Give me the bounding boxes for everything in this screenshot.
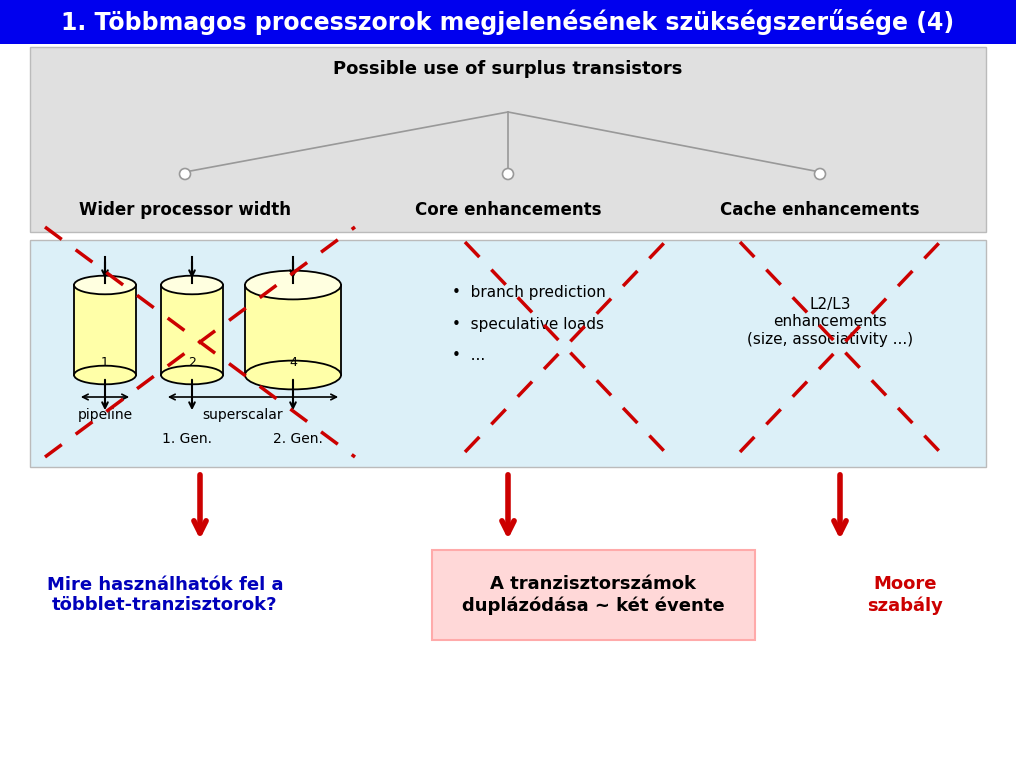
Text: 2. Gen.: 2. Gen. bbox=[273, 432, 323, 446]
Circle shape bbox=[503, 168, 513, 180]
Text: Moore
szabály: Moore szabály bbox=[867, 575, 943, 615]
Text: 2: 2 bbox=[188, 357, 196, 370]
Text: 1. Többmagos processzorok megjelenésének szükségszerűsége (4): 1. Többmagos processzorok megjelenésének… bbox=[61, 9, 955, 35]
Text: 4: 4 bbox=[290, 357, 297, 370]
Text: Mire használhatók fel a
többlet-tranzisztorok?: Mire használhatók fel a többlet-tranzisz… bbox=[47, 575, 283, 614]
Ellipse shape bbox=[245, 271, 341, 299]
Text: pipeline: pipeline bbox=[77, 408, 132, 422]
Text: Cache enhancements: Cache enhancements bbox=[720, 201, 919, 219]
Text: superscalar: superscalar bbox=[202, 408, 282, 422]
Bar bbox=[74, 285, 136, 375]
Text: Possible use of surplus transistors: Possible use of surplus transistors bbox=[333, 60, 683, 78]
Bar bbox=[0, 0, 1016, 44]
Bar bbox=[30, 47, 986, 232]
Text: A tranzisztorszámok
duplázódása ~ két évente: A tranzisztorszámok duplázódása ~ két év… bbox=[462, 575, 724, 615]
Circle shape bbox=[180, 168, 191, 180]
Bar bbox=[432, 550, 755, 640]
Text: •  ...: • ... bbox=[452, 348, 486, 363]
Ellipse shape bbox=[245, 360, 341, 389]
Bar bbox=[245, 285, 341, 375]
Text: Wider processor width: Wider processor width bbox=[79, 201, 291, 219]
Text: L2/L3
enhancements
(size, associativity ...): L2/L3 enhancements (size, associativity … bbox=[747, 297, 913, 347]
Text: 1. Gen.: 1. Gen. bbox=[162, 432, 212, 446]
Ellipse shape bbox=[161, 276, 223, 294]
Circle shape bbox=[815, 168, 825, 180]
Text: 1: 1 bbox=[101, 357, 109, 370]
Bar bbox=[30, 240, 986, 467]
Ellipse shape bbox=[74, 366, 136, 384]
Text: Core enhancements: Core enhancements bbox=[415, 201, 601, 219]
Text: •  speculative loads: • speculative loads bbox=[452, 316, 604, 331]
Ellipse shape bbox=[161, 366, 223, 384]
Text: •  branch prediction: • branch prediction bbox=[452, 284, 606, 299]
Ellipse shape bbox=[74, 276, 136, 294]
Bar bbox=[161, 285, 223, 375]
